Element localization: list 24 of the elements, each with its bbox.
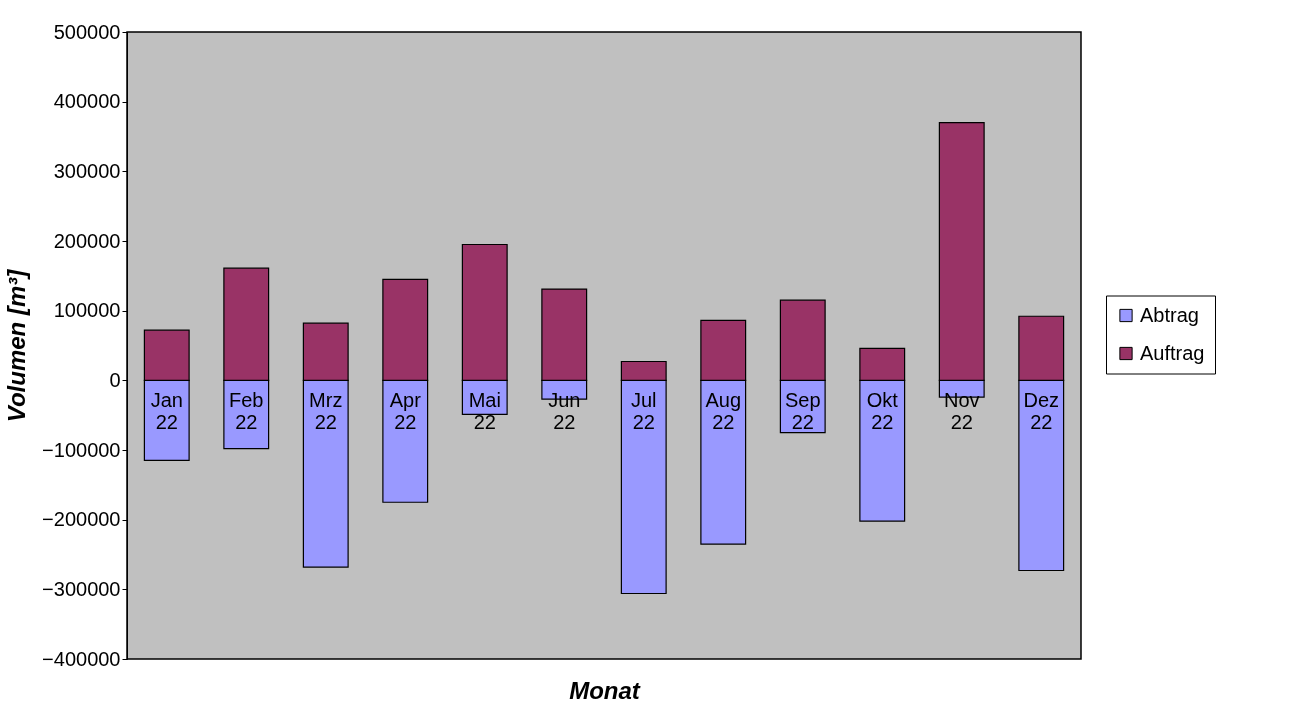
legend-label: Abtrag	[1140, 303, 1199, 326]
y-tick-label: 100000	[53, 299, 121, 322]
y-tick-label: 300000	[53, 159, 121, 182]
x-tick-label: Okt 22	[866, 389, 899, 434]
y-tick-label: 500000	[53, 20, 121, 43]
x-tick-label: Jul 22	[630, 389, 657, 434]
x-tick-label: Feb 22	[229, 389, 264, 434]
x-tick-label: Mai 22	[468, 389, 501, 434]
x-tick-label: Sep 22	[784, 389, 821, 434]
x-tick-label: Mrz 22	[309, 389, 343, 434]
y-tick-label: 200000	[53, 229, 121, 252]
y-axis-title: Volumen [m³]	[3, 268, 31, 423]
x-tick-label: Aug 22	[705, 389, 742, 434]
y-tick-label: 400000	[53, 90, 121, 113]
y-tick-label: −300000	[42, 577, 121, 600]
y-tick-label: −400000	[42, 647, 121, 670]
x-tick-label: Jan 22	[150, 389, 183, 434]
x-tick-label: Apr 22	[389, 389, 422, 434]
y-tick-label: −100000	[42, 438, 121, 461]
x-tick-label: Dez 22	[1023, 389, 1060, 434]
y-tick-label: −200000	[42, 508, 121, 531]
x-axis-title: Monat	[569, 676, 641, 704]
y-tick-label: 0	[109, 368, 121, 391]
legend-label: Auftrag	[1140, 341, 1205, 364]
